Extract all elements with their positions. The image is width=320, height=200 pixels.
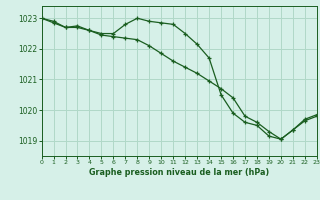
X-axis label: Graphe pression niveau de la mer (hPa): Graphe pression niveau de la mer (hPa) (89, 168, 269, 177)
